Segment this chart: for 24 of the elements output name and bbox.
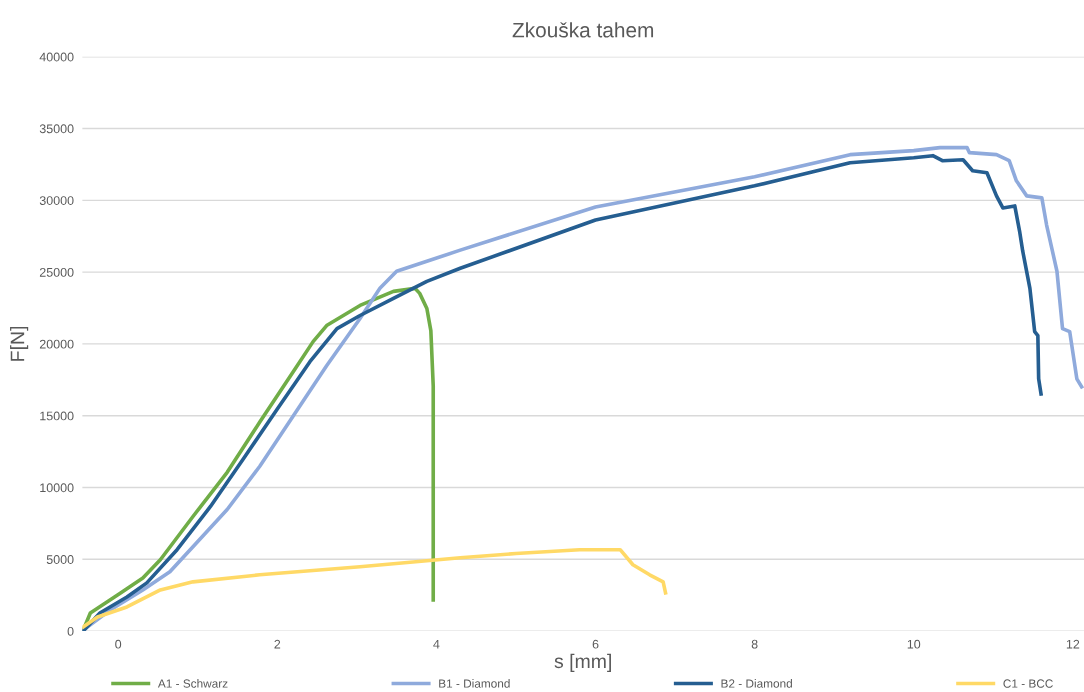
y-axis-title: F[N] (10, 326, 29, 361)
y-tick-label: 35000 (39, 124, 74, 134)
y-tick-label: 30000 (39, 196, 74, 205)
y-tick-label: 0 (67, 626, 74, 636)
x-tick-label: 2 (274, 639, 281, 649)
y-tick-label: 15000 (40, 411, 74, 421)
x-axis-title: s [mm] (554, 653, 611, 672)
y-tick-label: 40000 (39, 52, 74, 62)
x-tick-label: 12 (1066, 639, 1080, 649)
x-tick-label: 8 (751, 639, 758, 649)
legend-label: C1 - BCC (1003, 679, 1053, 688)
legend-label: B1 - Diamond (439, 679, 510, 688)
x-tick-label: 4 (433, 639, 440, 649)
legend-label: B2 - Diamond (721, 679, 792, 688)
x-tick-label: 10 (907, 639, 921, 649)
legend-label: A1 - Schwarz (157, 679, 228, 688)
y-tick-label: 25000 (39, 267, 74, 277)
x-tick-label: 6 (592, 639, 599, 649)
y-tick-label: 5000 (46, 555, 74, 564)
x-tick-label: 0 (115, 639, 122, 649)
line-series (82, 547, 668, 629)
y-tick-label: 20000 (39, 339, 74, 349)
y-tick-label: 10000 (40, 483, 74, 493)
chart-title: Zkouška tahem (512, 22, 654, 38)
